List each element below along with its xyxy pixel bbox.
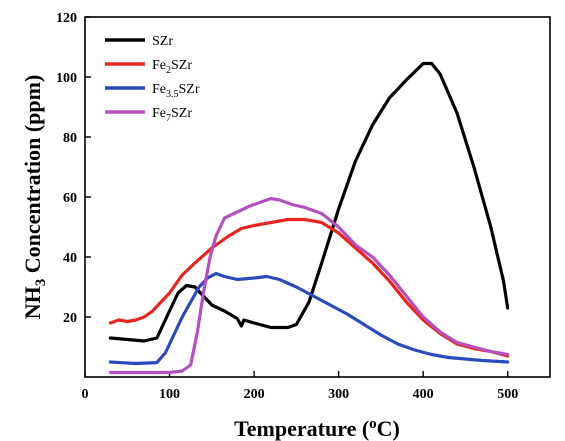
- x-tick-label: 500: [497, 387, 518, 402]
- y-tick-label: 20: [63, 311, 77, 326]
- x-tick-label: 0: [82, 387, 89, 402]
- y-tick-label: 100: [56, 71, 77, 86]
- y-tick-label: 120: [56, 11, 77, 26]
- x-tick-label: 200: [244, 387, 265, 402]
- legend-label: SZr: [152, 34, 173, 49]
- series-line-szr: [108, 61, 510, 343]
- axis-ticks: 0 100 200 300 400 500 20 40 60 80 100 120: [56, 11, 518, 402]
- legend-label: Fe2SZr: [152, 58, 192, 76]
- y-tick-label: 40: [63, 251, 77, 266]
- series-line-fe3-5szr: [108, 271, 510, 366]
- legend-label: Fe3.5SZr: [152, 82, 200, 100]
- series-line-fe7szr: [108, 196, 510, 375]
- series-line-fe2szr: [108, 217, 510, 358]
- y-axis-title: NH3 Concentration (ppm): [20, 75, 49, 320]
- x-tick-label: 400: [413, 387, 434, 402]
- legend: SZr Fe2SZr Fe3.5SZr Fe7SZr: [105, 34, 200, 124]
- y-tick-label: 80: [63, 131, 77, 146]
- x-axis-title: Temperature (oC): [234, 416, 400, 441]
- x-tick-label: 300: [328, 387, 349, 402]
- plot-frame: [84, 16, 551, 378]
- series-lines: [108, 61, 510, 375]
- x-tick-label: 100: [159, 387, 180, 402]
- y-tick-label: 60: [63, 191, 77, 206]
- legend-label: Fe7SZr: [152, 106, 192, 124]
